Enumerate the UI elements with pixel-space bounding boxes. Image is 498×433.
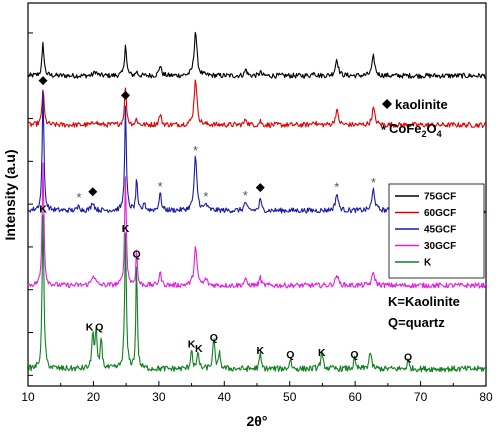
x-tick-label: 80 <box>479 390 493 404</box>
kaolinite-diamond-marker <box>255 183 265 193</box>
legend-label-60gcf: 60GCF <box>424 208 456 219</box>
peak-label: Q <box>286 349 294 361</box>
series-line-k <box>27 214 487 373</box>
peak-label: Q <box>350 349 358 361</box>
kaolinite-diamond-marker <box>38 76 48 86</box>
q-quartz-note: Q=quartz <box>388 315 445 330</box>
phase-markers: * * * * * * * <box>38 76 376 205</box>
legend-label-45gcf: 45GCF <box>424 225 456 236</box>
phase-annotation: kaolinite * CoFe2O4 <box>381 97 448 139</box>
cofe2o4-star-marker: * <box>203 189 208 204</box>
x-tick-label: 20 <box>87 390 101 404</box>
peak-label: Q <box>95 321 103 333</box>
cofe2o4-star-marker: * <box>334 179 339 194</box>
peak-label: Q <box>404 351 412 363</box>
kaolinite-diamond-marker <box>88 187 98 197</box>
series-line-30gcf <box>27 162 487 289</box>
cofe2o4-star-marker: * <box>371 175 376 190</box>
x-tick-label: 50 <box>283 390 297 404</box>
y-axis-ticks <box>28 32 33 376</box>
legend: 75GCF 60GCF 45GCF 30GCF K <box>388 183 485 279</box>
x-axis-label: 2θ° <box>247 413 268 429</box>
peak-label: K <box>188 338 196 350</box>
x-tick-label: 70 <box>414 390 428 404</box>
legend-label-30gcf: 30GCF <box>424 241 456 252</box>
peak-label: K <box>318 347 326 359</box>
peak-label: K <box>195 343 203 355</box>
peak-label: K <box>122 223 130 235</box>
diamond-legend-icon <box>382 99 392 109</box>
peak-label: Q <box>133 249 141 261</box>
legend-label-75gcf: 75GCF <box>424 192 456 203</box>
cofe2o4-star-marker: * <box>243 188 248 203</box>
peak-label: K <box>256 345 264 357</box>
y-axis-label: Intensity (a.u) <box>2 149 18 240</box>
cofe2o4-label: CoFe2O4 <box>389 121 442 139</box>
peak-label: Q <box>210 332 218 344</box>
series-line-60gcf <box>27 79 487 129</box>
star-legend-icon: * <box>381 122 387 137</box>
x-tick-label: 60 <box>348 390 362 404</box>
x-tick-label: 30 <box>152 390 166 404</box>
x-tick-label: 40 <box>218 390 232 404</box>
x-tick-label: 10 <box>21 390 35 404</box>
peak-label: K <box>39 204 47 216</box>
peak-label: K <box>86 321 94 333</box>
series-line-75gcf <box>27 31 487 79</box>
cofe2o4-star-marker: * <box>77 190 82 205</box>
kaolinite-label: kaolinite <box>395 97 448 112</box>
series-lines <box>27 31 487 373</box>
x-axis: 10 20 30 40 50 60 70 80 <box>21 381 493 404</box>
k-kaolinite-note: K=Kaolinite <box>388 294 460 309</box>
cofe2o4-star-marker: * <box>158 179 163 194</box>
cofe2o4-star-marker: * <box>193 143 198 158</box>
legend-label-k: K <box>424 258 432 269</box>
kaolinite-diamond-marker <box>120 90 130 100</box>
